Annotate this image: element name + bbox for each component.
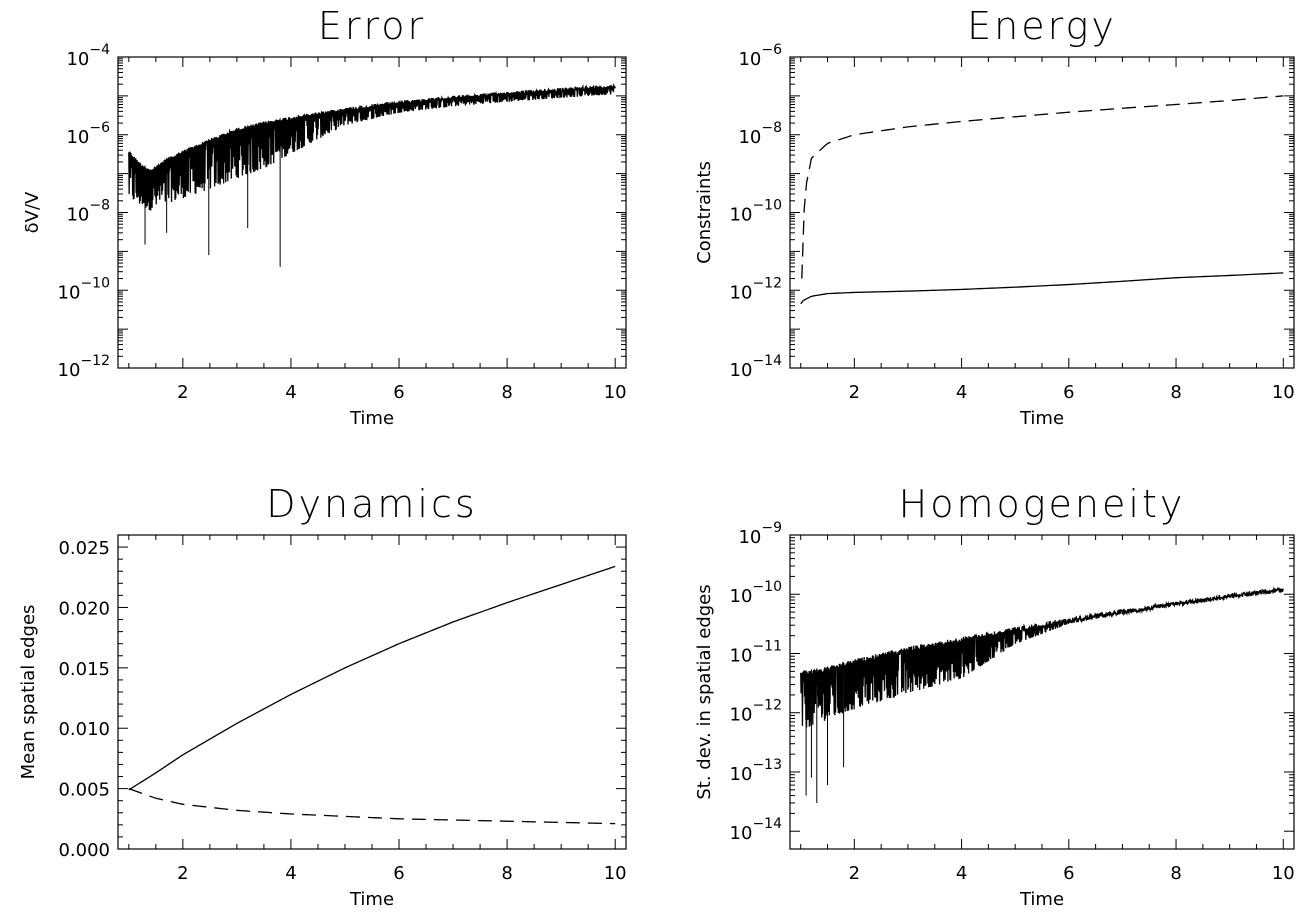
energy-xtick-label: 10 [1272,382,1295,403]
energy-ytick-label: 10−14 [730,353,783,381]
homogeneity-series-group [800,586,1284,803]
homogeneity-xtick-label: 6 [1063,863,1074,884]
error-plot-frame [117,56,627,369]
homogeneity-xlabel: Time [1019,889,1064,910]
dynamics-plot-frame [117,534,627,850]
homogeneity-xtick-label: 2 [849,863,860,884]
energy-series-1-line [800,272,1284,305]
dynamics-ytick-label: 0.015 [58,659,110,680]
homogeneity-ytick-label: 10−12 [730,698,782,726]
dynamics-series-0-line [128,565,616,791]
energy-title: Energy [967,4,1117,48]
homogeneity-panel: Homogeneity 2 4 6 8 10 10−14 10−13 10−12 10−11 10−… [694,482,1295,910]
dynamics-xlabel: Time [349,889,394,910]
error-title: Error [318,4,426,48]
dynamics-ytick-label: 0.005 [58,780,110,801]
homogeneity-ytick-label: 10−9 [738,520,782,548]
energy-xtick-label: 6 [1063,382,1074,403]
error-xtick-label: 2 [177,382,188,403]
error-xtick-label: 8 [501,382,512,403]
dynamics-xtick-label: 4 [285,863,296,884]
homogeneity-ytick-label: 10−10 [730,579,782,607]
dynamics-ytick-label: 0.020 [58,598,110,619]
energy-ylabel: Constraints [694,161,715,264]
homogeneity-ytick-label: 10−14 [730,816,783,844]
energy-xtick-label: 8 [1170,382,1181,403]
dynamics-xtick-label: 8 [501,863,512,884]
error-xtick-label: 6 [393,382,404,403]
error-ytick-label: 10−8 [66,198,110,226]
energy-xlabel: Time [1019,408,1064,429]
error-xtick-label: 4 [285,382,296,403]
error-ytick-label: 10−12 [58,353,110,381]
dynamics-ytick-label: 0.025 [58,538,110,559]
homogeneity-xtick-label: 4 [956,863,967,884]
error-panel: Error 2 4 6 8 10 10−12 10−10 10−8 10−6 10−4 Time δV/… [22,4,627,429]
error-ylabel: δV/V [22,191,43,233]
energy-ytick-label: 10−6 [738,42,782,70]
energy-ytick-label: 10−10 [730,198,782,226]
dynamics-ytick-label: 0.000 [58,840,110,861]
dynamics-series-1-line [128,788,616,825]
homogeneity-ytick-label: 10−13 [730,757,782,785]
energy-plot-frame [789,56,1295,369]
error-ytick-label: 10−4 [66,42,110,70]
homogeneity-series-0-line [800,586,1284,728]
homogeneity-ylabel: St. dev. in spatial edges [694,584,715,799]
homogeneity-xtick-label: 10 [1272,863,1295,884]
energy-ytick-label: 10−8 [738,120,782,148]
error-xtick-label: 10 [604,382,627,403]
homogeneity-ytick-label: 10−11 [730,638,782,666]
dynamics-panel: Dynamics 2 4 6 8 10 0.000 0.005 0.010 0.015 0.020 0… [18,482,627,910]
error-series-0-line [128,82,616,211]
dynamics-xtick-label: 6 [393,863,404,884]
error-ytick-label: 10−10 [58,275,110,303]
energy-series-0-line [801,95,1284,279]
dynamics-series-group [128,565,616,825]
homogeneity-xtick-label: 8 [1170,863,1181,884]
dynamics-title: Dynamics [266,482,477,526]
dynamics-ytick-label: 0.010 [58,719,110,740]
dynamics-xtick-label: 10 [604,863,627,884]
energy-panel: Energy 2 4 6 8 10 10−14 10−12 10−10 10−8 10−6 Time C… [694,4,1295,429]
energy-xtick-label: 2 [849,382,860,403]
error-xlabel: Time [349,408,394,429]
energy-ytick-label: 10−12 [730,275,782,303]
homogeneity-title: Homogeneity [899,482,1186,526]
error-ytick-label: 10−6 [66,120,110,148]
dynamics-xtick-label: 2 [177,863,188,884]
error-series-group [128,82,616,267]
energy-series-group [800,95,1284,305]
energy-xtick-label: 4 [956,382,967,403]
dynamics-ylabel: Mean spatial edges [18,605,39,780]
